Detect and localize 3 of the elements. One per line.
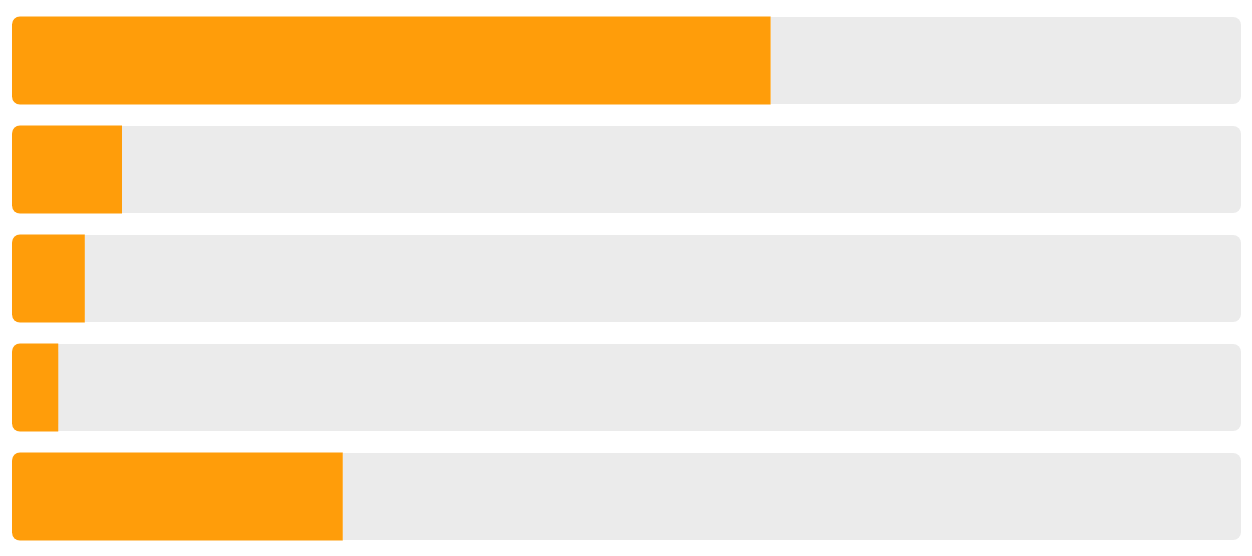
bar xyxy=(12,343,59,432)
bar xyxy=(12,234,85,323)
bar xyxy=(12,125,122,214)
